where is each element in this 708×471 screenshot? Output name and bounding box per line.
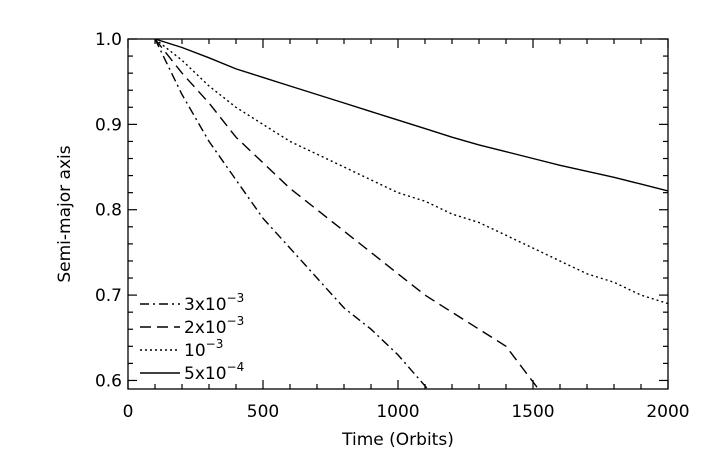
- x-tick-label: 2000: [646, 402, 689, 422]
- legend-label: 5x10−4: [184, 360, 244, 384]
- series-line-dash-dot: [154, 39, 429, 389]
- legend-label: 3x10−3: [184, 291, 244, 315]
- legend-label: 2x10−3: [184, 314, 244, 338]
- x-tick-label: 500: [247, 402, 279, 422]
- series-line-solid: [154, 39, 668, 192]
- x-tick-label: 1000: [376, 402, 419, 422]
- y-tick-label: 0.7: [95, 286, 122, 306]
- series-line-dotted: [154, 39, 668, 305]
- y-tick-label: 0.8: [95, 201, 122, 221]
- x-tick-label: 1500: [511, 402, 554, 422]
- plot-frame: [127, 38, 669, 390]
- y-tick-label: 1.0: [95, 30, 122, 50]
- series-lines: [154, 39, 668, 389]
- y-tick-label: 0.9: [95, 115, 122, 135]
- legend-label: 10−3: [184, 337, 223, 361]
- series-line-dashed: [154, 39, 539, 389]
- x-tick-label: 0: [123, 402, 134, 422]
- y-tick-label: 0.6: [95, 371, 122, 391]
- y-axis-label: Semi-major axis: [55, 145, 75, 282]
- x-axis-label: Time (Orbits): [341, 430, 454, 450]
- axis-ticks: 0 500 1000 1500 2000 0.6 0.7 0.8 0.9 1.0: [95, 30, 690, 422]
